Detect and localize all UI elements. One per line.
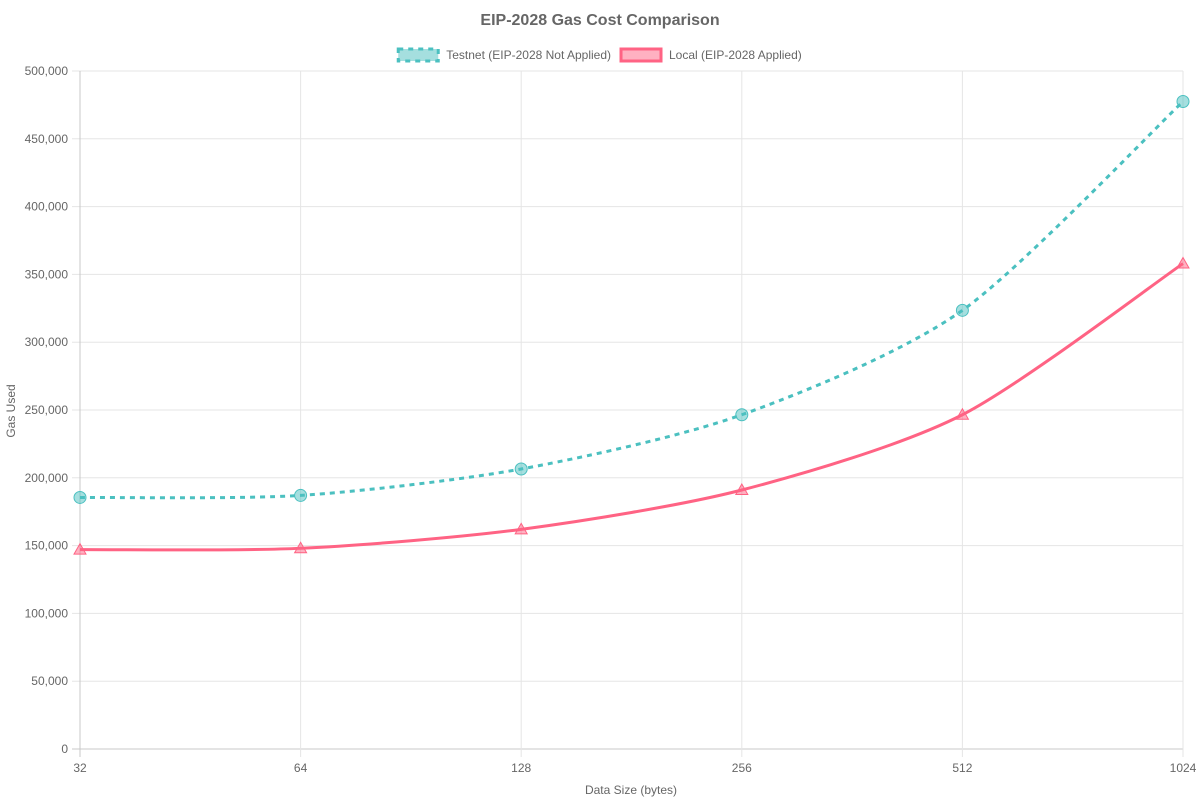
grid (72, 70, 1184, 757)
legend-label: Testnet (EIP-2028 Not Applied) (446, 48, 611, 62)
y-tick-label: 50,000 (31, 674, 68, 688)
data-point[interactable] (955, 407, 970, 420)
x-tick-label: 128 (511, 761, 531, 775)
data-point[interactable] (73, 542, 87, 555)
legend-swatch (619, 47, 663, 63)
legend-item-1[interactable]: Testnet (EIP-2028 Not Applied) (396, 47, 611, 63)
y-tick-label: 100,000 (25, 606, 69, 620)
data-point[interactable] (734, 482, 749, 496)
chart-title: EIP-2028 Gas Cost Comparison (480, 12, 719, 29)
legend-label: Local (EIP-2028 Applied) (669, 48, 802, 62)
y-tick-label: 200,000 (25, 471, 69, 485)
data-point[interactable] (955, 303, 969, 317)
x-axis-title: Data Size (bytes) (585, 783, 677, 797)
data-point[interactable] (514, 522, 529, 535)
data-point[interactable] (1176, 256, 1190, 269)
y-tick-label: 400,000 (25, 200, 69, 214)
series-line (79, 262, 1184, 552)
data-point[interactable] (735, 408, 749, 422)
x-tick-label: 64 (294, 761, 308, 775)
y-tick-label: 500,000 (25, 64, 69, 78)
data-point[interactable] (1176, 95, 1190, 109)
x-tick-label: 256 (732, 761, 752, 775)
data-point[interactable] (514, 462, 528, 476)
x-tick-label: 1024 (1170, 761, 1197, 775)
data-point[interactable] (73, 490, 87, 504)
y-tick-label: 0 (61, 742, 68, 756)
legend[interactable]: Testnet (EIP-2028 Not Applied) Local (EIP… (396, 47, 802, 63)
data-point[interactable] (293, 541, 308, 554)
y-tick-label: 350,000 (25, 267, 69, 281)
y-tick-label: 150,000 (25, 539, 69, 553)
legend-swatch (396, 47, 440, 63)
y-axis-title: Gas Used (4, 384, 18, 437)
legend-item-2[interactable]: Local (EIP-2028 Applied) (619, 47, 802, 63)
x-tick-label: 512 (952, 761, 972, 775)
y-tick-label: 300,000 (25, 335, 69, 349)
axes: 0 50,000 100,000 150,000 200,000 250,000 300,0… (25, 64, 1197, 775)
y-tick-label: 450,000 (25, 132, 69, 146)
series-2 (73, 256, 1190, 555)
series-line (79, 100, 1185, 500)
x-tick-label: 32 (73, 761, 87, 775)
series-layer (73, 95, 1190, 555)
y-tick-label: 250,000 (25, 403, 69, 417)
series-1 (73, 95, 1190, 504)
data-point[interactable] (294, 488, 308, 502)
